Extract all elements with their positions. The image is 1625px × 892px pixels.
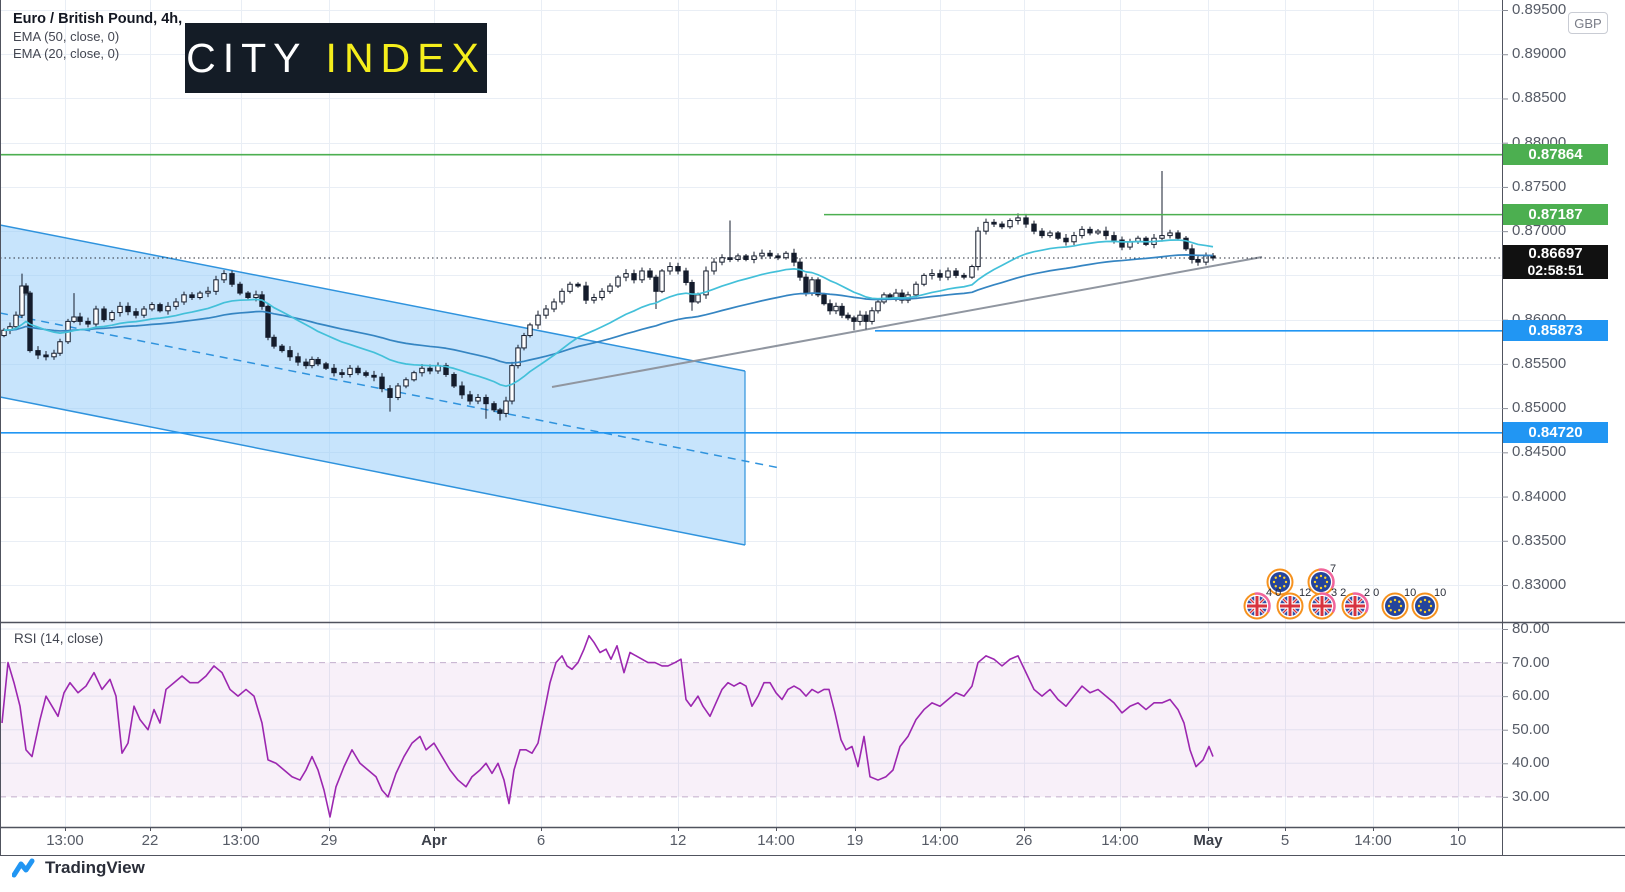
economic-event-icons[interactable]: 7 4 0 12 3 2 2 0 10 10 [1243,563,1447,620]
svg-text:10: 10 [1404,587,1416,599]
uk-flag-event-icon[interactable]: 3 2 [1308,587,1347,620]
symbol-title[interactable]: Euro / British Pound, 4h, [13,11,183,27]
chart-legend: Euro / British Pound, 4h, EMA (50, close… [13,10,182,62]
svg-text:3 2: 3 2 [1331,587,1346,599]
rsi-pane[interactable] [0,634,1502,818]
city-index-watermark: CITY INDEX [185,23,487,93]
candlestick-series[interactable] [1,171,1216,421]
ascending-trendline-drawing[interactable] [551,256,1263,388]
tradingview-label: TradingView [45,858,145,877]
eu-flag-event-icon[interactable]: 10 [1411,587,1447,620]
support-resistance-lines[interactable] [0,153,1502,434]
uk-flag-event-icon[interactable]: 12 [1276,587,1312,620]
watermark-word-city: CITY [186,34,308,81]
currency-toggle-button[interactable]: GBP [1568,12,1608,34]
svg-text:10: 10 [1434,587,1446,599]
tradingview-branding[interactable]: TradingView [12,858,145,878]
indicator-label-ema50[interactable]: EMA (50, close, 0) [13,29,120,44]
eu-flag-event-icon[interactable] [1266,568,1294,596]
indicator-label-ema20[interactable]: EMA (20, close, 0) [13,46,120,61]
tradingview-logo-icon [12,858,35,878]
rsi-indicator-label[interactable]: RSI (14, close) [14,631,104,646]
pane-separators[interactable] [0,0,1625,856]
rsi-line[interactable] [1,634,1214,818]
ema-50-line[interactable] [3,254,1214,364]
svg-text:12: 12 [1299,587,1311,599]
main-grid [0,0,1502,827]
svg-text:7: 7 [1330,563,1336,575]
eu-flag-event-icon[interactable]: 7 [1307,563,1337,596]
svg-text:4 0: 4 0 [1266,587,1281,599]
ema-20-line[interactable] [3,239,1214,388]
eu-flag-event-icon[interactable]: 10 [1381,587,1417,620]
watermark-word-index: INDEX [325,34,486,81]
uk-flag-event-icon[interactable]: 2 0 [1341,587,1380,620]
svg-text:2 0: 2 0 [1364,587,1379,599]
uk-flag-event-icon[interactable]: 4 0 [1243,587,1282,620]
